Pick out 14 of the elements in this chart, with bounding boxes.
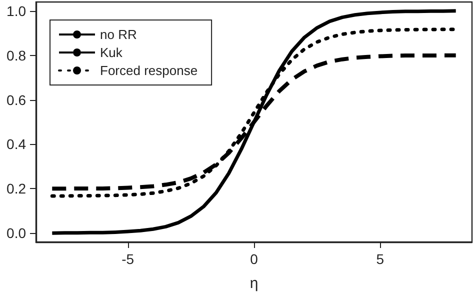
x-tick-label: 0 xyxy=(250,251,258,267)
y-tick-label: 1.0 xyxy=(6,2,26,19)
y-tick-label: 0.4 xyxy=(6,136,26,152)
x-tick-label: -5 xyxy=(122,251,134,267)
y-tick-label: 0.8 xyxy=(6,47,26,64)
legend-label: no RR xyxy=(100,27,137,42)
x-axis-title: η xyxy=(250,275,258,292)
x-tick-label: 5 xyxy=(376,251,384,267)
y-tick-label: 0.2 xyxy=(6,180,26,197)
y-tick-label: 0.6 xyxy=(6,92,26,108)
legend-label: Forced response xyxy=(100,63,198,78)
line-series xyxy=(50,9,458,235)
y-tick-label: 0.0 xyxy=(6,225,26,242)
legend-label: Kuk xyxy=(100,45,123,60)
